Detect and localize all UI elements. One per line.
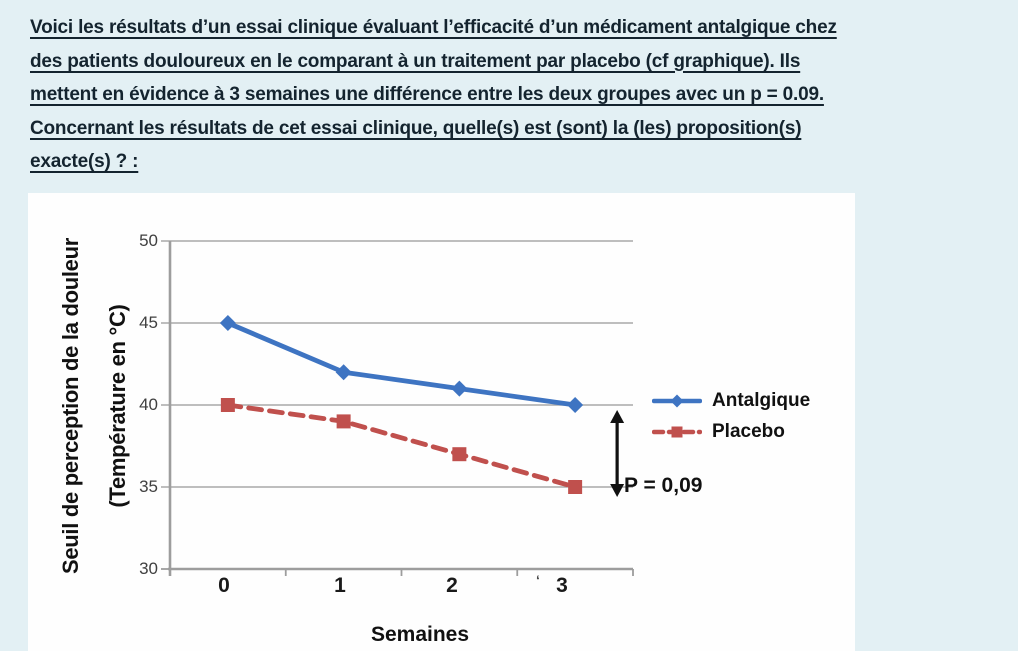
chart-panel: Seuil de perception de la douleur (Tempé… [28, 193, 855, 651]
y-tick-50: 50 [139, 231, 158, 250]
question-line-5: exacte(s) ? : [30, 151, 139, 172]
x-tick-2: 2 [446, 574, 458, 597]
placebo-line-sample-icon [652, 426, 702, 437]
question-line-1: Voici les résultats d’un essai clinique … [30, 17, 837, 38]
x-axis-title: Semaines [370, 623, 470, 646]
x-tick-0: 0 [218, 574, 230, 597]
question-line-4: Concernant les résultats de cet essai cl… [30, 117, 802, 139]
antalgique-line-sample-icon [652, 394, 702, 407]
legend-item-antalgique: Antalgique [652, 385, 810, 416]
p-value-label: P = 0,09 [624, 474, 703, 497]
question-text: Voici les résultats d’un essai clinique … [30, 11, 1000, 179]
y-tick-35: 35 [139, 477, 158, 496]
x-tick-artifact-mark: ‘ [536, 572, 540, 588]
line-chart [161, 240, 634, 576]
legend-label-placebo: Placebo [712, 420, 785, 442]
legend-label-antalgique: Antalgique [712, 389, 811, 411]
chart-legend: Antalgique Placebo [652, 385, 810, 447]
y-tick-45: 45 [139, 313, 158, 332]
x-tick-1: 1 [334, 574, 346, 597]
x-tick-3: 3 [556, 574, 568, 597]
legend-item-placebo: Placebo [652, 416, 810, 447]
y-tick-30: 30 [139, 559, 158, 578]
question-line-2: des patients douloureux en le comparant … [30, 50, 801, 72]
question-line-3: mettent en évidence à 3 semaines une dif… [30, 84, 824, 105]
y-tick-40: 40 [139, 395, 158, 414]
y-axis-title-line1: Seuil de perception de la douleur [58, 237, 83, 575]
